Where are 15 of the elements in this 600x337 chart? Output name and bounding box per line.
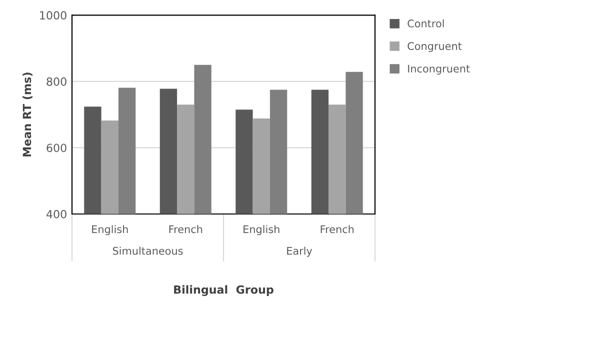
y-tick-label: 800 [46, 77, 66, 86]
y-axis-title: Mean RT (ms) [22, 72, 32, 156]
text: Early [287, 246, 312, 257]
legend-label: Control [408, 19, 444, 28]
x-axis-title: Bilingual Group [174, 285, 274, 296]
text: Simultaneous [112, 246, 183, 255]
x-tick-label: English [244, 225, 280, 236]
y-tick-label: 1000 [40, 11, 66, 20]
legend-label: Congruent [408, 42, 462, 52]
y-tick-label: 400 [46, 210, 66, 218]
x-tick-label: French [169, 225, 202, 234]
legend-label: Incongruent [408, 64, 470, 75]
y-tick-label: 600 [46, 144, 66, 152]
x-tick-label: French [320, 225, 354, 234]
x-tick-label: English [92, 225, 128, 236]
